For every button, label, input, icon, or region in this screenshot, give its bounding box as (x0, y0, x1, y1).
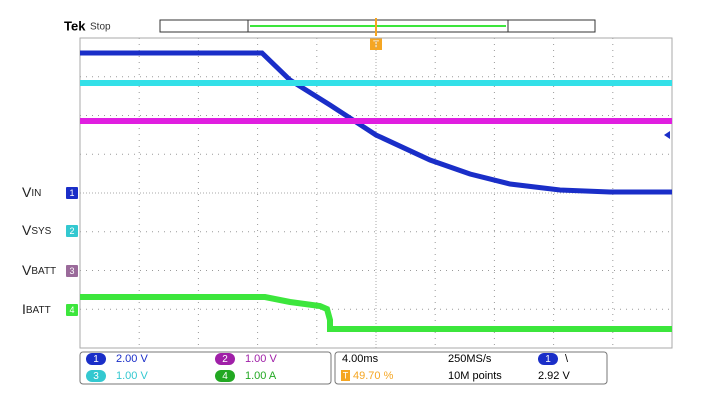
readout-channels (79, 351, 332, 385)
channel-number: 1 (69, 188, 74, 198)
trigger-pos-marker: T (343, 370, 349, 380)
readout-channel-number: 3 (93, 371, 99, 382)
ref-arrow (664, 131, 670, 139)
label-main: V (22, 222, 32, 238)
brand: Tek (64, 18, 86, 33)
readout-scale: 2.00 V (116, 353, 148, 365)
label-main: V (22, 184, 32, 200)
channel-number: 3 (69, 266, 74, 276)
trigger-slope: \ (565, 353, 569, 365)
channel-badge (66, 225, 78, 237)
label-sub: IN (31, 188, 41, 199)
trigger-marker: T (373, 40, 379, 51)
trigger-channel: 1 (545, 354, 551, 365)
label-sub: BATT (26, 305, 51, 316)
channel-label: VBATT (22, 262, 56, 278)
sample-rate: 250MS/s (448, 353, 492, 365)
label-sub: SYS (31, 226, 51, 237)
readout-channel-number: 2 (222, 354, 228, 365)
channel-label: IBATT (22, 301, 51, 317)
label-main: I (22, 301, 26, 317)
trace-ch1 (80, 50, 672, 195)
readout-scale: 1.00 V (245, 353, 277, 365)
channel-badge (66, 265, 78, 277)
trigger-level: 2.92 V (538, 370, 570, 382)
readout-scale: 1.00 A (245, 370, 277, 382)
readout-badge (86, 370, 106, 382)
readout-scale: 1.00 V (116, 370, 148, 382)
readout-badge (86, 353, 106, 365)
readout-badge (215, 370, 235, 382)
channel-number: 4 (69, 305, 74, 315)
readout-channel-number: 1 (93, 354, 99, 365)
readout-channel-number: 4 (222, 371, 228, 382)
trigger-pos-badge (341, 370, 350, 381)
status: Stop (90, 22, 111, 33)
trigger-channel-badge (538, 353, 558, 365)
channel-label: VIN (22, 184, 41, 200)
channel-label: VSYS (22, 222, 52, 238)
timebase: 4.00ms (342, 353, 379, 365)
channel-badge (66, 304, 78, 316)
trace-ch4 (80, 294, 672, 332)
channel-badge (66, 187, 78, 199)
record-length: 10M points (448, 370, 502, 382)
label-sub: BATT (31, 266, 56, 277)
readout-badge (215, 353, 235, 365)
trigger-position: 49.70 % (353, 370, 394, 382)
channel-number: 2 (69, 226, 74, 236)
readout: 1 2.00 V 2 1.00 V 3 1.00 V 4 1.00 A (86, 353, 277, 382)
label-main: V (22, 262, 32, 278)
